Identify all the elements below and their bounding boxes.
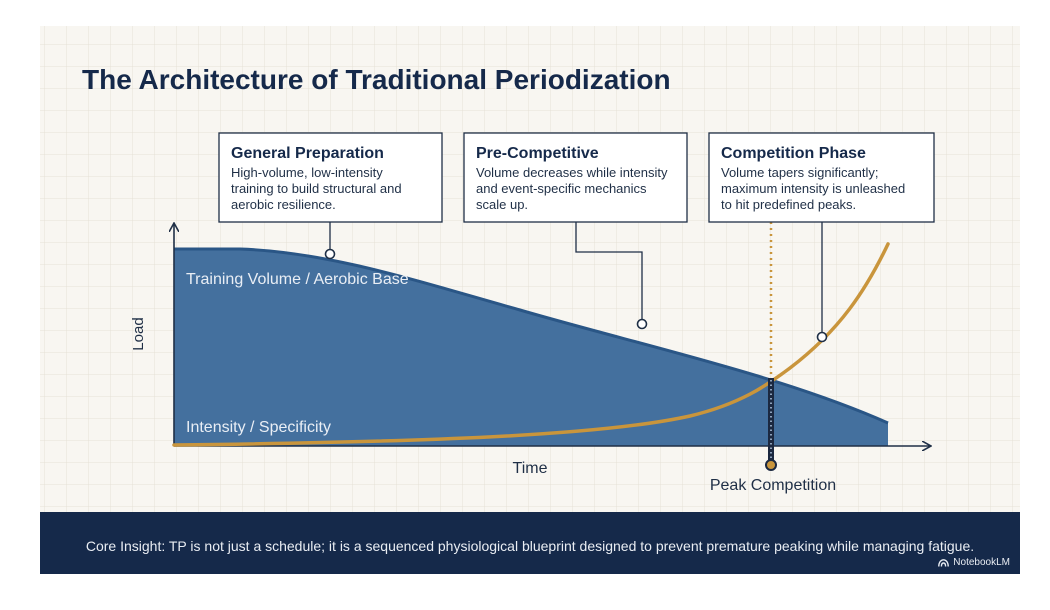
phase-card-line: to hit predefined peaks. [721, 197, 856, 212]
phase-card-box [708, 132, 935, 223]
volume-area [174, 249, 888, 446]
phase-card-line: Volume tapers significantly; [721, 165, 879, 180]
volume-curve-label: Training Volume / Aerobic Base [186, 271, 409, 288]
connector-pre-competitive [575, 222, 643, 322]
phase-card-line: training to build structural and [231, 181, 402, 196]
phase-card-title: General Preparation [231, 145, 384, 162]
anchor-dot-general-preparation [324, 248, 336, 260]
intensity-curve-label: Intensity / Specificity [186, 419, 331, 436]
intensity-curve [172, 242, 890, 447]
phase-card-general-preparation: General Preparation High-volume, low-int… [218, 132, 443, 223]
peak-marker-dot [765, 459, 777, 471]
phase-card-title: Pre-Competitive [476, 145, 599, 162]
phase-card-pre-competitive: Pre-Competitive Volume decreases while i… [463, 132, 688, 223]
phase-card-line: High-volume, low-intensity [231, 165, 383, 180]
page-title: The Architecture of Traditional Periodiz… [82, 64, 671, 95]
phase-card-line: and event-specific mechanics [476, 181, 647, 196]
phase-card-line: Volume decreases while intensity [476, 165, 668, 180]
brand-name: NotebookLM [953, 557, 1010, 568]
footer-insight: Core Insight: TP is not just a schedule;… [85, 538, 975, 554]
phase-card-line: scale up. [476, 197, 528, 212]
anchor-dot-pre-competitive [636, 318, 648, 330]
phase-card-line: aerobic resilience. [231, 197, 336, 212]
notebooklm-logo-icon [938, 559, 950, 567]
phase-card-box [463, 132, 688, 223]
x-axis-label: Time [513, 460, 548, 477]
anchor-dot-competition-phase [816, 331, 828, 343]
phase-card-competition-phase: Competition Phase Volume tapers signific… [708, 132, 935, 223]
phase-card-line: maximum intensity is unleashed [721, 181, 905, 196]
footer-bar: Core Insight: TP is not just a schedule;… [40, 512, 1020, 574]
phase-card-box [218, 132, 443, 223]
peak-competition-label: Peak Competition [710, 477, 836, 494]
phase-card-title: Competition Phase [721, 145, 866, 162]
volume-curve [174, 247, 889, 425]
brand-badge: NotebookLM [938, 558, 1010, 568]
y-axis-label: Load [130, 317, 147, 350]
